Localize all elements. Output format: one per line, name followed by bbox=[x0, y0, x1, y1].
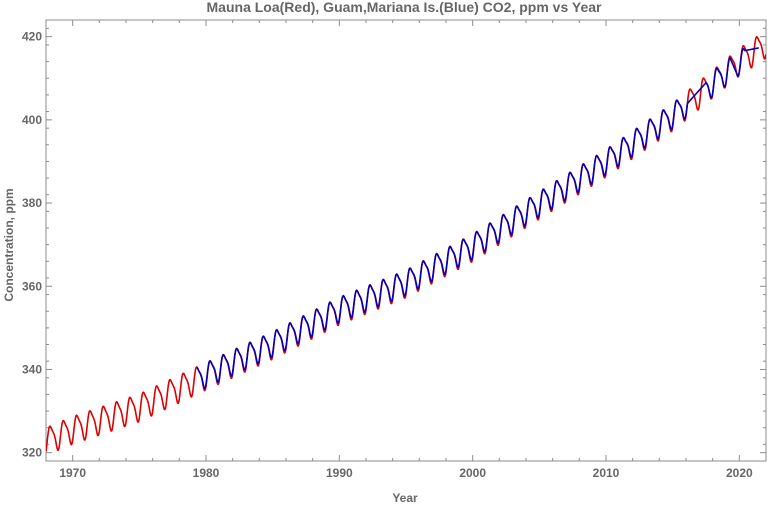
x-axis-label: Year bbox=[392, 491, 418, 505]
y-tick-label: 420 bbox=[22, 30, 42, 44]
plot-frame bbox=[45, 19, 767, 462]
series-line-mauna-loa bbox=[46, 36, 766, 452]
y-tick-label: 320 bbox=[22, 446, 42, 460]
x-tick-label: 2000 bbox=[459, 466, 486, 480]
x-tick-label: 2020 bbox=[726, 466, 753, 480]
y-axis: 320 340 360 380 400 420 bbox=[22, 27, 766, 460]
y-tick-label: 340 bbox=[22, 362, 42, 376]
plot-area bbox=[46, 36, 766, 452]
x-tick-label: 2010 bbox=[593, 466, 620, 480]
x-tick-label: 1970 bbox=[59, 466, 86, 480]
y-tick-label: 400 bbox=[22, 113, 42, 127]
y-tick-label: 360 bbox=[22, 279, 42, 293]
chart-title: Mauna Loa(Red), Guam,Mariana Is.(Blue) C… bbox=[207, 0, 603, 15]
y-tick-label: 380 bbox=[22, 196, 42, 210]
series-line-guam bbox=[196, 47, 760, 390]
x-tick-label: 1980 bbox=[193, 466, 220, 480]
x-axis: 1970 1980 1990 2000 2010 2020 bbox=[45, 20, 767, 480]
y-axis-label: Concentration, ppm bbox=[2, 188, 16, 301]
x-tick-label: 1990 bbox=[326, 466, 353, 480]
